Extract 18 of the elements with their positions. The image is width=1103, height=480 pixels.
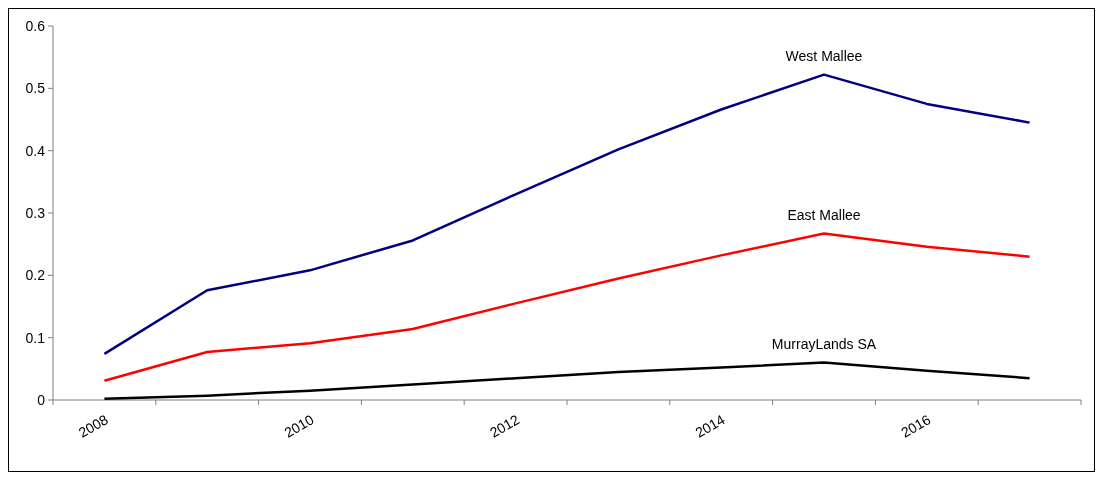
- y-tick-label: 0.5: [25, 80, 46, 97]
- line-series: [103, 73, 1031, 356]
- x-tick-label: 2014: [692, 411, 728, 441]
- y-tick-label: 0.3: [25, 204, 46, 221]
- y-tick-label: 0.2: [25, 267, 46, 284]
- x-tick-label: 2008: [75, 411, 111, 441]
- line-series: [103, 361, 1031, 400]
- y-tick-label: 0: [37, 391, 46, 408]
- y-tick-label: 0.4: [25, 142, 46, 159]
- y-tick-label: 0.1: [25, 329, 46, 346]
- series-label: MurrayLands SA: [771, 335, 877, 352]
- x-tick-label: 2012: [487, 411, 523, 441]
- series-label: East Mallee: [787, 206, 861, 223]
- series-label: West Mallee: [785, 47, 863, 64]
- line-series: [103, 232, 1031, 382]
- x-tick-label: 2010: [281, 411, 317, 441]
- y-tick-label: 0.6: [25, 17, 46, 34]
- x-tick-label: 2016: [898, 411, 934, 441]
